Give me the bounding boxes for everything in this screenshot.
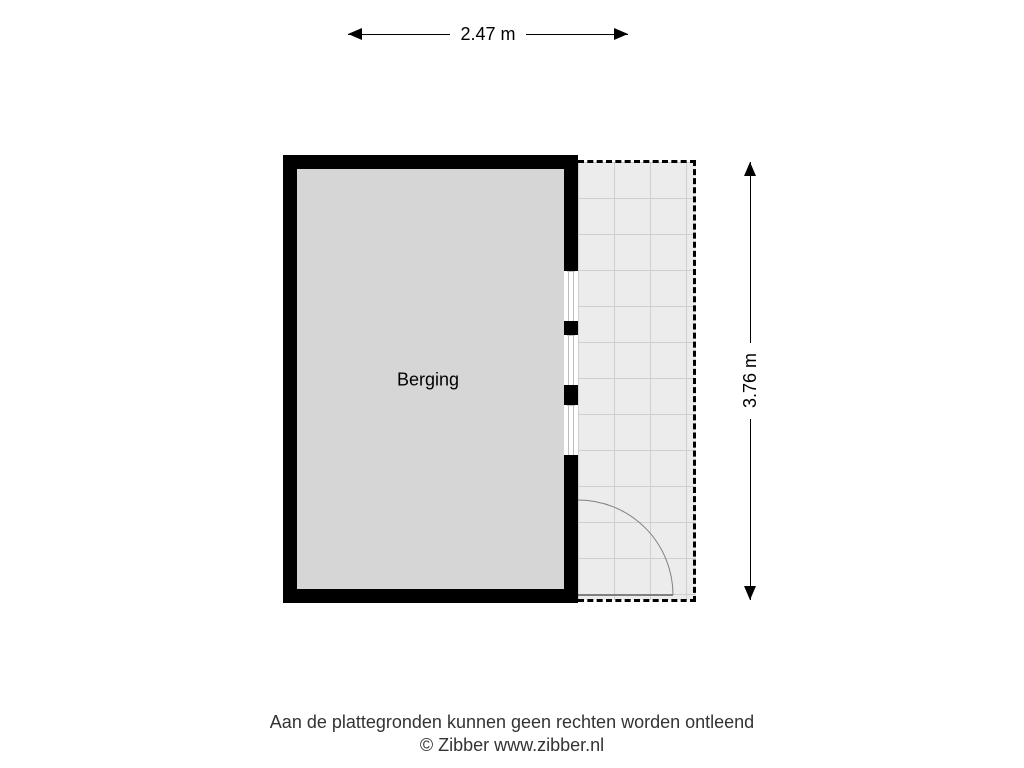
wall-right-seg1 (564, 155, 578, 270)
footer-copyright: © Zibber www.zibber.nl (0, 735, 1024, 756)
wall-right-seg3 (564, 386, 578, 404)
dimension-width-label: 2.47 m (450, 24, 525, 45)
wall-bottom (283, 589, 578, 603)
window-2 (564, 334, 578, 386)
footer: Aan de plattegronden kunnen geen rechten… (0, 712, 1024, 756)
wall-left (283, 155, 297, 603)
wall-right-seg4 (564, 456, 578, 603)
wall-right-seg2 (564, 322, 578, 334)
dimension-height-label: 3.76 m (740, 343, 761, 418)
wall-top (283, 155, 578, 169)
floorplan-canvas: { "canvas": { "width": 1024, "height": 7… (0, 0, 1024, 768)
footer-disclaimer: Aan de plattegronden kunnen geen rechten… (0, 712, 1024, 733)
window-3 (564, 404, 578, 456)
room-label: Berging (397, 370, 459, 391)
dimension-width: 2.47 m (348, 24, 628, 44)
dimension-height: 3.76 m (740, 162, 760, 600)
door-swing (578, 470, 698, 605)
window-1 (564, 270, 578, 322)
